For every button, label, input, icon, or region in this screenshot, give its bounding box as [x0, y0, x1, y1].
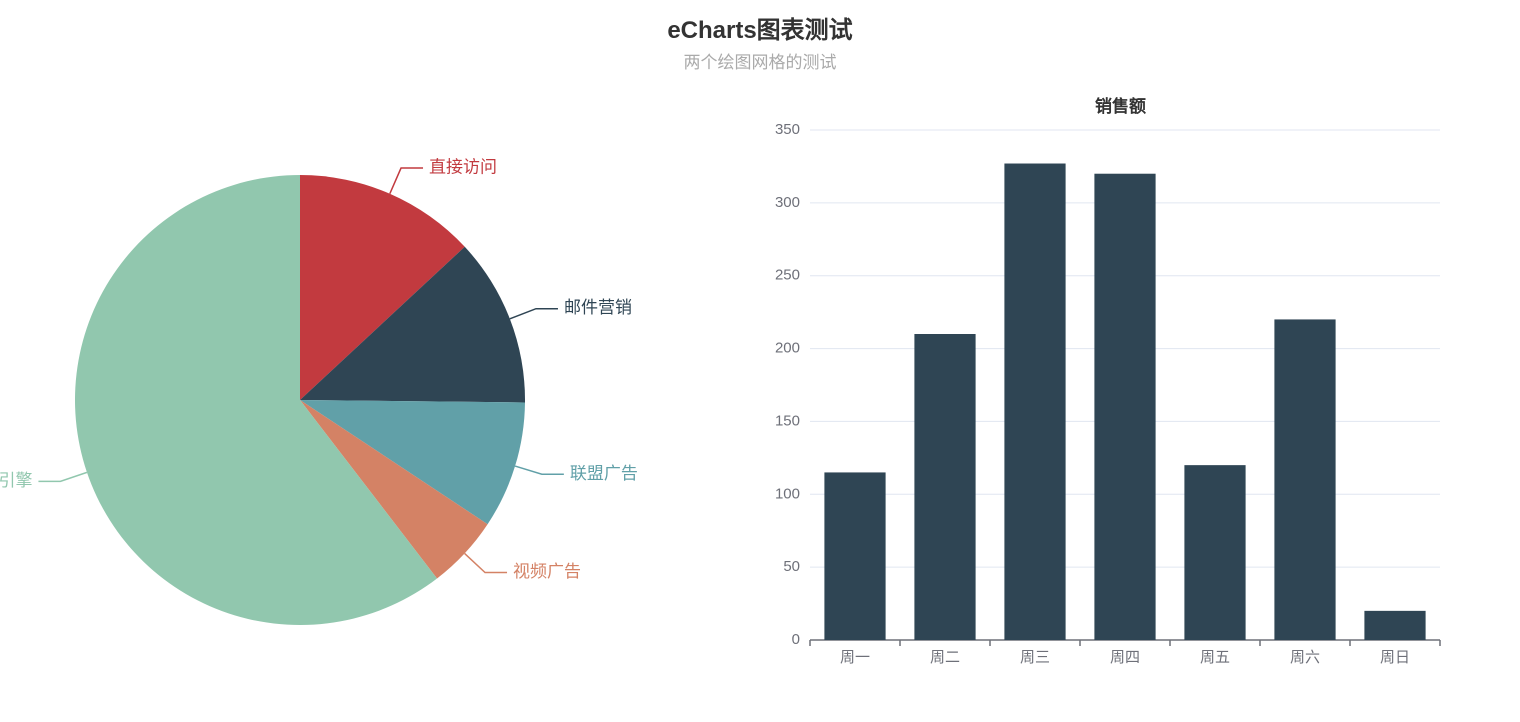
- pie-label: 直接访问: [429, 158, 497, 177]
- pie-label: 视频广告: [513, 562, 581, 581]
- pie-label-line: [510, 309, 558, 319]
- chart-root: eCharts图表测试 两个绘图网格的测试 销售额 直接访问邮件营销联盟广告视频…: [0, 0, 1520, 722]
- y-axis-label: 250: [775, 267, 800, 284]
- x-axis-label: 周日: [1380, 649, 1410, 666]
- y-axis-label: 200: [775, 340, 800, 357]
- bar[interactable]: [1364, 611, 1425, 640]
- pie-label-line: [465, 553, 507, 572]
- x-axis-label: 周五: [1200, 649, 1230, 666]
- y-axis-label: 350: [775, 121, 800, 138]
- y-axis-label: 300: [775, 194, 800, 211]
- pie-label: 引擎: [0, 471, 32, 490]
- bar[interactable]: [1004, 164, 1065, 640]
- y-axis-label: 150: [775, 412, 800, 429]
- pie-label: 联盟广告: [570, 464, 638, 483]
- x-axis-label: 周一: [840, 649, 870, 666]
- bar[interactable]: [914, 334, 975, 640]
- bar-chart: 0 50 100 150 200 250 300 350 周一 周二 周三 周四 周五 周六 周日: [760, 120, 1450, 680]
- pie-label: 邮件营销: [564, 298, 632, 317]
- x-axis-label: 周四: [1110, 649, 1140, 666]
- pie-label-line: [515, 466, 564, 474]
- bar[interactable]: [1094, 174, 1155, 640]
- y-axis-label: 100: [775, 485, 800, 502]
- pie-label-line: [38, 472, 87, 481]
- y-axis-label: 0: [792, 631, 800, 648]
- bar[interactable]: [824, 472, 885, 640]
- y-axis-label: 50: [783, 558, 800, 575]
- bar[interactable]: [1274, 319, 1335, 640]
- x-axis-label: 周三: [1020, 649, 1050, 666]
- bar[interactable]: [1184, 465, 1245, 640]
- pie-label-line: [390, 168, 423, 194]
- x-axis-label: 周六: [1290, 649, 1320, 666]
- x-axis-label: 周二: [930, 649, 960, 666]
- bar-chart-title: 销售额: [1095, 92, 1146, 117]
- pie-chart: 直接访问邮件营销联盟广告视频广告 引擎: [0, 0, 760, 722]
